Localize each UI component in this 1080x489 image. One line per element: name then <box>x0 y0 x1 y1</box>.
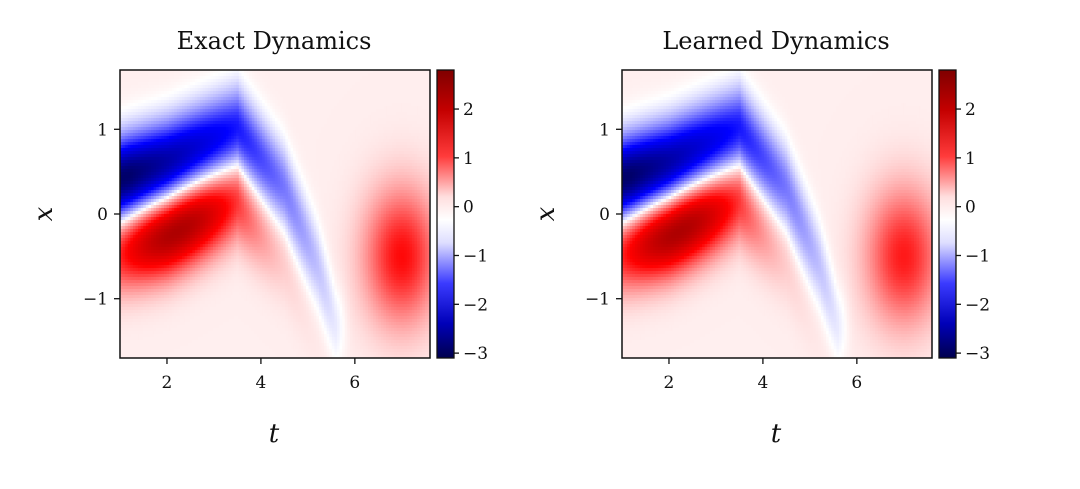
colorbar-tick-label: 2 <box>965 100 976 120</box>
colorbar-tick-label: −2 <box>463 295 488 315</box>
x-tick-label: 6 <box>349 373 360 393</box>
heatmap-cells <box>622 70 932 358</box>
colorbar-tick-label: 0 <box>463 198 474 218</box>
y-axis-ticks: 1 0 −1 <box>83 120 120 310</box>
colorbar: 2 1 0 −1 −2 −3 <box>436 69 488 364</box>
colorbar-tick-label: 1 <box>965 149 976 169</box>
x-tick-label: 2 <box>162 373 173 393</box>
y-axis-label: x <box>29 206 59 221</box>
panel-learned-dynamics: Learned Dynamics 2 4 6 1 0 −1 t x 2 1 0 −1 −2 −3 <box>531 27 990 449</box>
colorbar-tick-label: −1 <box>965 246 990 266</box>
x-tick-label: 6 <box>851 373 862 393</box>
panel-exact-dynamics: Exact Dynamics 2 4 6 1 0 −1 t x 2 1 0 −1 −2 −3 <box>29 27 488 449</box>
y-tick-label: 1 <box>599 120 610 140</box>
heatmap-plot-area <box>119 69 431 359</box>
y-axis-ticks: 1 0 −1 <box>585 120 622 310</box>
colorbar-tick-label: −2 <box>965 295 990 315</box>
colorbar: 2 1 0 −1 −2 −3 <box>938 69 990 364</box>
x-tick-label: 4 <box>255 373 266 393</box>
colorbar-tick-label: 2 <box>463 100 474 120</box>
colorbar-tick-label: −3 <box>463 344 488 364</box>
heatmap-plot-area <box>621 69 933 359</box>
y-tick-label: 1 <box>97 120 108 140</box>
x-axis-label: t <box>771 419 782 449</box>
chart-title: Learned Dynamics <box>662 27 889 55</box>
y-axis-label: x <box>531 206 561 221</box>
x-tick-label: 4 <box>757 373 768 393</box>
y-tick-label: 0 <box>599 205 610 225</box>
colorbar-tick-label: 1 <box>463 149 474 169</box>
colorbar-scale <box>436 69 455 359</box>
heatmap-cells <box>120 70 430 358</box>
x-axis-label: t <box>269 419 280 449</box>
colorbar-tick-label: −3 <box>965 344 990 364</box>
colorbar-scale <box>938 69 957 359</box>
y-tick-label: 0 <box>97 205 108 225</box>
chart-title: Exact Dynamics <box>177 27 372 55</box>
y-tick-label: −1 <box>585 290 610 310</box>
colorbar-tick-label: −1 <box>463 246 488 266</box>
colorbar-tick-label: 0 <box>965 198 976 218</box>
x-axis-ticks: 2 4 6 <box>162 358 360 393</box>
x-axis-ticks: 2 4 6 <box>664 358 862 393</box>
y-tick-label: −1 <box>83 290 108 310</box>
x-tick-label: 2 <box>664 373 675 393</box>
